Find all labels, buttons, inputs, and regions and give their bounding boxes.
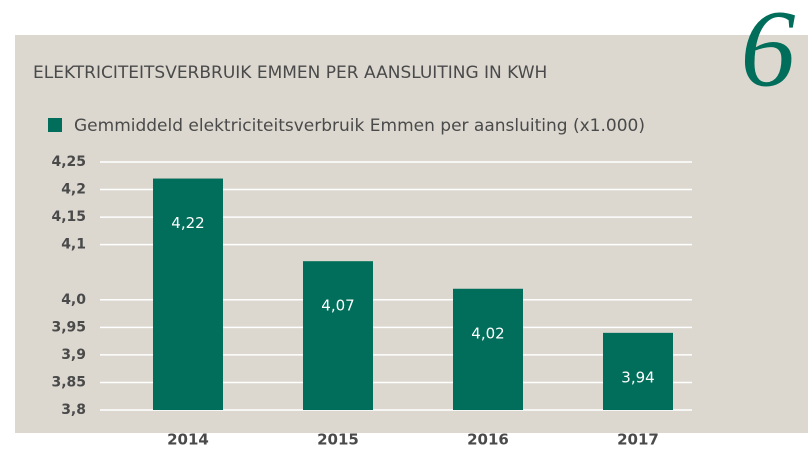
legend-swatch	[48, 118, 62, 132]
value-label: 4,22	[171, 214, 204, 232]
bar	[303, 261, 373, 410]
chart-title: ELEKTRICITEITSVERBRUIK EMMEN PER AANSLUI…	[33, 63, 547, 83]
legend-label: Gemmiddeld elektriciteitsverbruik Emmen …	[74, 116, 645, 136]
x-tick-label: 2014	[167, 431, 209, 449]
y-tick-label: 4,25	[51, 154, 86, 170]
y-tick-label: 3,85	[51, 374, 86, 390]
y-tick-label: 3,9	[61, 347, 86, 363]
y-tick-label: 4,15	[51, 209, 86, 225]
bar	[453, 288, 523, 410]
value-label: 4,07	[321, 297, 354, 315]
y-tick-label: 4,2	[61, 182, 86, 198]
value-label: 4,02	[471, 324, 504, 342]
y-tick-label: 3,8	[61, 402, 86, 418]
x-tick-label: 2017	[617, 431, 659, 449]
y-tick-label: 3,95	[51, 319, 86, 335]
panel	[15, 35, 808, 433]
x-tick-label: 2016	[467, 431, 509, 449]
x-tick-label: 2015	[317, 431, 359, 449]
bar	[603, 332, 673, 410]
y-tick-label: 4,0	[61, 292, 86, 308]
y-tick-label: 4,1	[61, 237, 86, 253]
page-number: 6	[741, 0, 796, 109]
value-label: 3,94	[621, 368, 654, 386]
bar	[153, 178, 223, 410]
